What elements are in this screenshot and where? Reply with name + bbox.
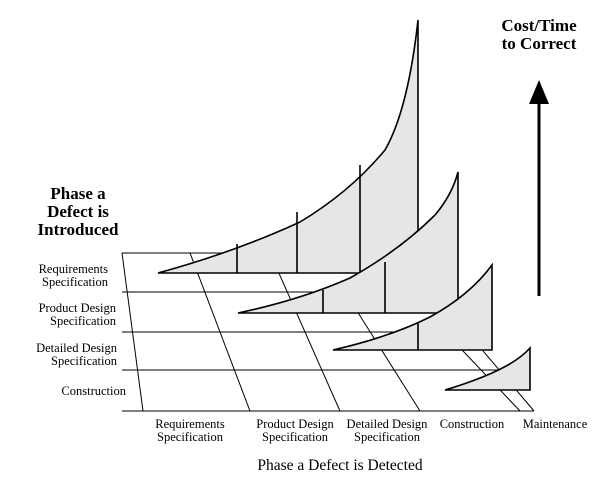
cost-curve-shape: [332, 262, 493, 351]
column-label-line: Construction: [439, 417, 505, 431]
column-label-maintenance: Maintenance: [515, 417, 595, 431]
cost-curve-detailed-design: [332, 262, 493, 351]
row-label-product-design: Product Design Specification: [4, 301, 116, 329]
column-label-line: Specification: [157, 430, 223, 445]
cost-curve-shape: [237, 171, 459, 314]
y-axis-title-line: Defect is: [47, 201, 109, 221]
grid-col-line: [121, 252, 144, 412]
row-label-line: Requirements: [38, 262, 108, 276]
row-label-line: Detailed Design: [36, 341, 117, 355]
y-axis-title: Phase a Defect is Introduced: [22, 185, 134, 239]
grid-col-line: [189, 252, 251, 412]
column-label-line: Requirements: [155, 417, 225, 431]
cost-curve-requirements: [157, 19, 419, 274]
column-label-detailed-design: Detailed Design Specification: [337, 417, 437, 445]
row-label-detailed-design: Detailed Design Specification: [4, 341, 117, 369]
row-label-line: Construction: [61, 384, 126, 398]
column-label-line: Specification: [354, 430, 420, 445]
cost-label-line: Cost/Time: [501, 16, 577, 35]
row-label-requirements: Requirements Specification: [4, 262, 108, 290]
x-axis-title: Phase a Defect is Detected: [257, 457, 423, 474]
up-arrow-icon: [529, 80, 549, 296]
cost-curve-construction: [444, 345, 531, 391]
cost-curve-product-design: [237, 171, 459, 314]
cost-time-label: Cost/Time to Correct: [484, 17, 594, 53]
y-axis-title-line: Introduced: [37, 219, 119, 239]
row-label-line: Specification: [42, 275, 108, 290]
cost-curve-shape: [444, 345, 531, 391]
column-label-construction: Construction: [432, 417, 512, 431]
row-label-line: Specification: [51, 354, 117, 369]
column-label-line: Detailed Design: [346, 417, 428, 431]
y-axis-title-line: Phase a: [50, 184, 106, 203]
column-label-line: Specification: [262, 430, 328, 445]
row-label-construction: Construction: [4, 384, 126, 398]
row-label-line: Product Design: [38, 301, 116, 315]
grid-col-line: [269, 252, 341, 412]
column-label-line: Product Design: [256, 417, 334, 431]
column-label-requirements: Requirements Specification: [140, 417, 240, 445]
column-label-line: Maintenance: [522, 417, 588, 431]
column-label-product-design: Product Design Specification: [245, 417, 345, 445]
cost-label-line: to Correct: [501, 33, 577, 53]
cost-curve-shape: [157, 19, 419, 274]
row-label-line: Specification: [50, 314, 116, 329]
